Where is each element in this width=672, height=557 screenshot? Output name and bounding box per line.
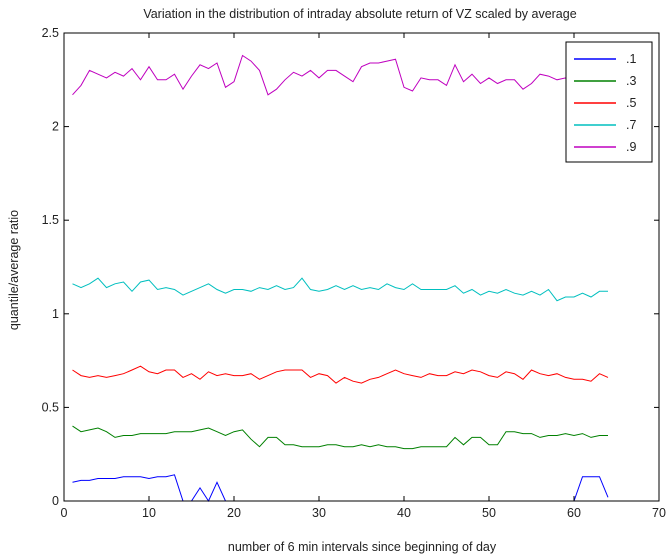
- series-line-4: [72, 277, 608, 302]
- series-line-1: [72, 474, 609, 503]
- legend-entry-label: .7: [626, 118, 636, 132]
- x-tick-label: 70: [652, 506, 666, 520]
- x-tick-label: 10: [142, 506, 156, 520]
- legend-entry-label: .3: [626, 74, 636, 88]
- x-tick-label: 50: [482, 506, 496, 520]
- x-axis-label: number of 6 min intervals since beginnin…: [228, 540, 497, 554]
- y-tick-label: 0.5: [42, 400, 59, 414]
- y-tick-label: 1: [52, 307, 59, 321]
- legend-entry-label: .5: [626, 96, 636, 110]
- series-line-3: [72, 365, 609, 384]
- x-tick-label: 20: [227, 506, 241, 520]
- plot-area: 0 10 20 30 40 50 60 70 0 0.5 1 1.5 2 2.5: [42, 26, 666, 520]
- series-line-2: [72, 425, 608, 450]
- y-tick-label: 0: [52, 494, 59, 508]
- x-tick-label: 60: [567, 506, 581, 520]
- y-tick-label: 2.5: [42, 26, 59, 40]
- y-tick-label: 2: [52, 120, 59, 134]
- y-tick-label: 1.5: [42, 213, 59, 227]
- x-tick-label: 30: [312, 506, 326, 520]
- legend: .1 .3 .5 .7 .9: [565, 41, 653, 163]
- chart-title: Variation in the distribution of intrada…: [143, 7, 576, 21]
- x-tick-label: 0: [61, 506, 68, 520]
- legend-entry-label: .9: [626, 140, 636, 154]
- axes-box: [63, 32, 660, 502]
- x-tick-label: 40: [397, 506, 411, 520]
- series-line-5: [72, 54, 609, 96]
- legend-box: [565, 41, 653, 163]
- legend-entry-label: .1: [626, 52, 636, 66]
- y-axis-label: quantile/average ratio: [7, 210, 21, 330]
